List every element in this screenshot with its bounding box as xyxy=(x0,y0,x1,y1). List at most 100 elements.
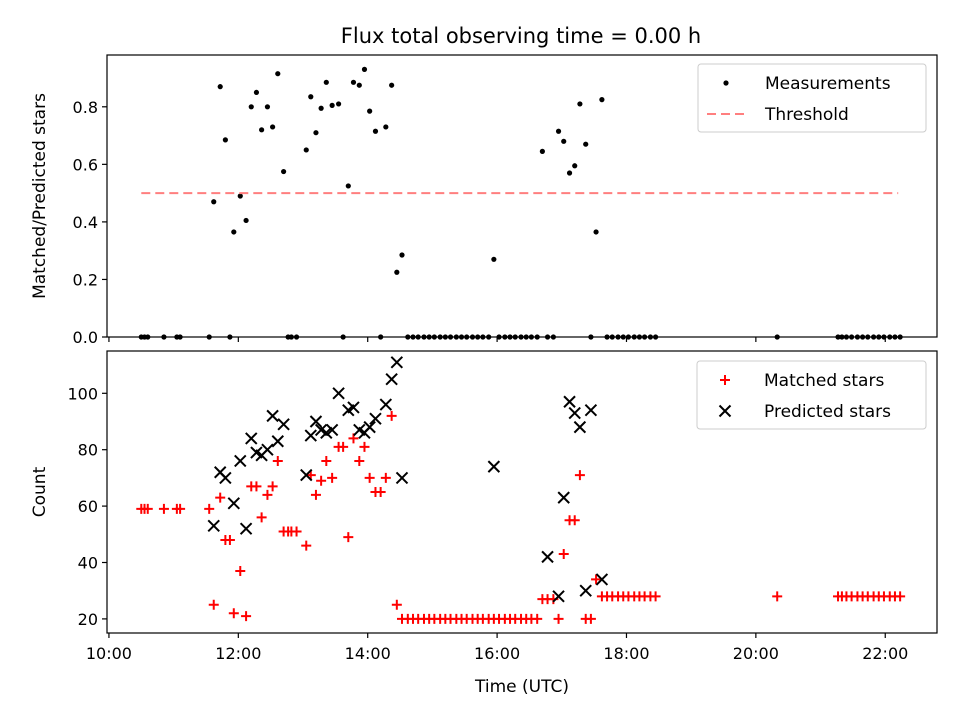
data-point xyxy=(442,334,448,340)
data-point xyxy=(881,334,887,340)
data-point xyxy=(264,104,271,110)
data-point xyxy=(231,229,237,235)
data-point xyxy=(309,415,323,428)
data-point xyxy=(843,334,850,340)
data-point xyxy=(897,334,903,340)
data-point xyxy=(321,455,332,466)
y-tick-label: 0.6 xyxy=(73,155,98,174)
data-point xyxy=(390,356,404,369)
data-point xyxy=(464,334,470,340)
data-point xyxy=(593,229,599,235)
data-point xyxy=(895,591,906,602)
data-point xyxy=(583,141,589,147)
y-axis-label: Count xyxy=(30,466,50,517)
data-point xyxy=(541,550,554,564)
data-point xyxy=(892,334,898,340)
data-point xyxy=(599,97,605,103)
data-point xyxy=(636,334,643,340)
legend-label: Predicted stars xyxy=(764,402,891,422)
data-point xyxy=(405,334,411,340)
data-point xyxy=(261,443,274,456)
data-point xyxy=(421,334,427,340)
data-point xyxy=(469,334,476,340)
data-point xyxy=(325,423,339,437)
data-point xyxy=(329,102,335,108)
data-point xyxy=(207,519,220,533)
data-point xyxy=(871,334,877,340)
data-point xyxy=(367,108,373,114)
data-point xyxy=(647,334,654,340)
data-point xyxy=(426,334,432,340)
data-point xyxy=(251,481,262,492)
data-point xyxy=(270,124,276,130)
data-point xyxy=(518,334,524,340)
data-point xyxy=(553,613,564,624)
data-point xyxy=(208,599,219,610)
data-point xyxy=(609,334,615,340)
data-point xyxy=(431,334,437,340)
data-point xyxy=(372,128,379,134)
data-point xyxy=(356,82,362,88)
data-point xyxy=(335,101,342,107)
data-point xyxy=(318,105,324,111)
data-point xyxy=(584,404,598,417)
data-point xyxy=(217,84,223,90)
data-point xyxy=(544,334,551,340)
legend-box xyxy=(696,360,927,430)
data-point xyxy=(887,334,893,340)
data-point xyxy=(552,590,565,603)
data-point xyxy=(304,429,317,442)
data-point xyxy=(487,460,501,473)
data-point xyxy=(534,334,540,340)
data-point xyxy=(340,334,346,340)
data-point xyxy=(293,334,300,340)
series-measurements xyxy=(138,66,903,340)
y-tick-label: 100 xyxy=(67,384,98,403)
data-point xyxy=(175,503,186,514)
data-point xyxy=(625,334,632,340)
data-point xyxy=(383,124,389,130)
data-point xyxy=(579,584,592,597)
data-point xyxy=(437,334,443,340)
legend-swatch xyxy=(723,80,729,86)
legend: Measurements Threshold xyxy=(697,63,927,133)
data-point xyxy=(313,130,319,136)
data-point xyxy=(288,334,294,340)
data-point xyxy=(275,71,281,77)
data-point xyxy=(860,334,866,340)
data-point xyxy=(262,489,273,500)
x-tick-label: 12:00 xyxy=(215,644,261,663)
data-point xyxy=(345,183,351,189)
data-point xyxy=(369,412,382,425)
data-point xyxy=(577,101,583,107)
y-tick-label: 80 xyxy=(78,441,98,460)
series-matched-stars xyxy=(136,410,906,624)
legend-label: Threshold xyxy=(764,105,849,125)
data-point xyxy=(620,334,626,340)
legend-swatch xyxy=(718,404,732,418)
data-point xyxy=(568,406,581,420)
data-point xyxy=(550,334,556,340)
data-point xyxy=(865,334,871,340)
data-point xyxy=(512,334,518,340)
data-point xyxy=(161,334,167,340)
data-point xyxy=(615,334,621,340)
data-point xyxy=(239,522,253,535)
data-point xyxy=(528,334,534,340)
data-point xyxy=(604,334,610,340)
legend: Matched stars Predicted stars xyxy=(696,360,927,430)
x-tick-label: 14:00 xyxy=(345,644,391,663)
data-point xyxy=(310,489,321,500)
data-point xyxy=(234,454,247,468)
data-point xyxy=(557,491,570,504)
x-axis-label: Time (UTC) xyxy=(474,677,569,697)
data-point xyxy=(361,66,368,72)
data-point xyxy=(561,138,567,144)
x-tick-label: 10:00 xyxy=(86,644,132,663)
data-point xyxy=(363,420,376,434)
data-point xyxy=(308,94,314,100)
y-axis-label: Matched/Predicted stars xyxy=(30,93,50,299)
data-point xyxy=(272,455,283,466)
data-point xyxy=(395,471,409,485)
